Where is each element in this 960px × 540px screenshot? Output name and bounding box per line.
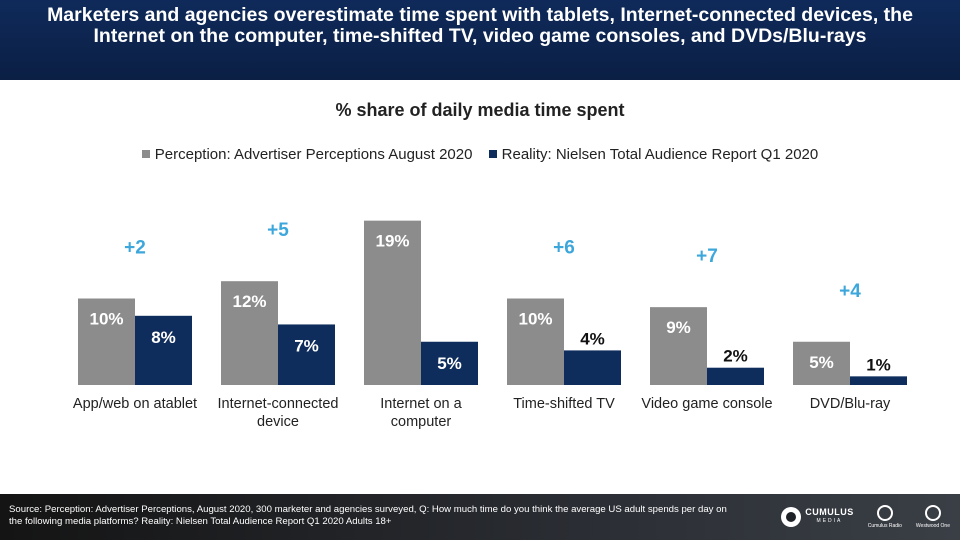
bar-perception [221, 281, 278, 385]
data-label-reality: 5% [437, 354, 462, 373]
data-label-reality: 8% [151, 328, 176, 347]
bar-perception [793, 341, 850, 385]
data-label-perception: 19% [375, 232, 409, 251]
difference-label: +7 [696, 246, 718, 267]
bar-perception [507, 298, 564, 385]
data-label-perception: 9% [666, 318, 691, 337]
category-label: device [257, 414, 299, 430]
westwood-logo-icon [924, 505, 941, 521]
bar-reality [278, 324, 335, 385]
category-label: computer [391, 414, 452, 430]
legend-label-reality: Reality: Nielsen Total Audience Report Q… [501, 145, 819, 163]
cumulus-radio-logo: Cumulus Radio [868, 505, 902, 529]
category-label: Internet-connected [218, 396, 339, 412]
legend-item-reality: Reality: Nielsen Total Audience Report Q… [488, 145, 819, 163]
bar-reality [564, 350, 621, 385]
data-label-reality: 1% [866, 355, 891, 374]
logo-small-label-1: Cumulus Radio [867, 523, 902, 529]
bar-perception [364, 220, 421, 385]
category-label: Time-shifted TV [513, 396, 615, 412]
legend-swatch-perception [141, 150, 150, 158]
bar-reality [850, 376, 907, 385]
difference-label: +5 [267, 220, 289, 241]
category-label: App/web on atablet [73, 396, 197, 412]
cumulus-logo-icon [781, 507, 802, 527]
westwood-one-logo: Westwood One [916, 505, 950, 529]
footer: Source: Perception: Advertiser Perceptio… [0, 494, 960, 540]
data-label-reality: 2% [723, 347, 748, 366]
difference-label: +4 [839, 281, 861, 302]
legend-item-perception: Perception: Advertiser Perceptions Augus… [141, 145, 473, 163]
chart-legend: Perception: Advertiser Perceptions Augus… [0, 145, 960, 163]
logo-name: CUMULUS [805, 507, 854, 517]
logo-small-label-2: Westwood One [915, 523, 950, 529]
data-label-reality: 4% [580, 329, 605, 348]
bar-chart: 10% 8% +2 App/web on atablet 12% 7% +5 Internet… [73, 180, 907, 430]
bar-reality [135, 315, 192, 385]
radio-logo-icon [876, 505, 893, 521]
data-label-perception: 10% [518, 310, 552, 329]
bar-reality [707, 367, 764, 385]
legend-swatch-reality [488, 150, 497, 158]
page-title: Marketers and agencies overestimate time… [47, 4, 913, 47]
source-note: Source: Perception: Advertiser Perceptio… [9, 504, 727, 527]
data-label-perception: 10% [89, 310, 123, 329]
header-banner: Marketers and agencies overestimate time… [0, 0, 960, 80]
difference-label: +9 [410, 180, 432, 181]
chart-title: % share of daily media time spent [335, 100, 625, 120]
category-label: DVD/Blu-ray [810, 396, 891, 412]
category-label: Video game console [641, 396, 772, 412]
logo-sub: MEDIA [816, 518, 843, 524]
data-label-perception: 12% [232, 292, 266, 311]
bar-perception [650, 307, 707, 385]
logo-area: CUMULUS MEDIA Cumulus Radio Westwood One [781, 504, 950, 530]
cumulus-logo: CUMULUS MEDIA [781, 507, 854, 527]
data-label-perception: 5% [809, 353, 834, 372]
category-label: Internet on a [380, 396, 462, 412]
bar-reality [421, 341, 478, 385]
difference-label: +2 [124, 238, 146, 259]
bar-perception [78, 298, 135, 385]
difference-label: +6 [553, 238, 575, 259]
legend-label-perception: Perception: Advertiser Perceptions Augus… [154, 145, 473, 163]
data-label-reality: 7% [294, 336, 319, 355]
